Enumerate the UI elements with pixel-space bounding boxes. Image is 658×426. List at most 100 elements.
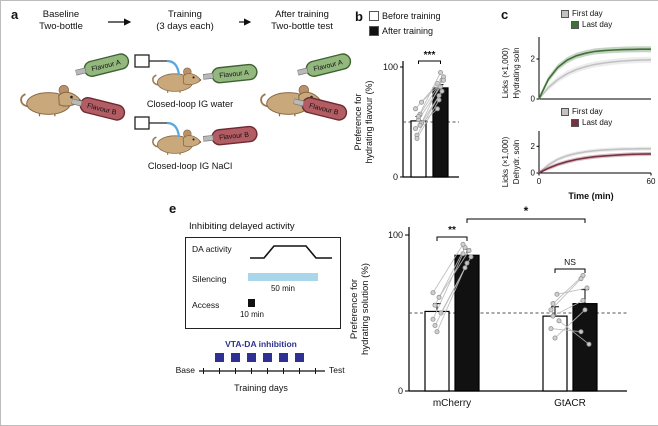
legend-swatch-first-day [561,107,569,116]
da-activity-label: DA activity [192,244,232,254]
stage-baseline-line2: Two-bottle [39,20,83,32]
data-point [552,335,558,341]
stage-baseline-title: Baseline Two-bottle [15,9,107,32]
sig-label: NS [564,257,576,267]
flavour-a-bottle: Flavour A [296,53,352,77]
data-point [580,298,586,304]
training-days-label: Training days [234,383,288,393]
sig-bracket-between [466,218,586,223]
c-bottom-ylabel-licks: Licks (×1,000) [501,136,510,188]
pair-line [550,278,582,311]
stage-training-title: Training (3 days each) [133,9,237,32]
stage-baseline-line1: Baseline [42,9,80,20]
data-point [462,265,468,271]
data-point [430,290,436,296]
inhibition-square [295,353,304,362]
bar [454,254,480,392]
bar [542,315,568,392]
sig-label: ** [448,225,456,236]
bottle-spout [202,73,214,80]
panel-a-illustration [20,18,322,156]
pair-line [415,83,438,110]
da-activity-trace [250,245,332,259]
data-point [578,329,584,335]
y-tick-label: 100 [388,230,403,240]
c-top-ylabel-licks: Licks (×1,000) [501,47,510,99]
closed-loop-nacl-caption: Closed-loop IG NaCl [147,161,233,171]
y-tick-label: 0 [398,386,403,396]
sig-bracket [418,60,441,64]
y-tick-label: 0 [393,172,398,182]
c-top-y-axis-title-line2: Hydrating soln [512,37,521,109]
data-point [413,106,419,112]
pair-line [432,253,464,320]
legend-swatch-first-day [561,9,569,18]
c-top-ylabel-soln: Hydrating soln [512,47,521,99]
data-point [468,254,474,260]
sig-label: *** [424,50,436,61]
y-tick-label: 0 [531,169,536,178]
pair-line [554,309,586,339]
legend-label-before: Before training [382,11,441,21]
timeline-test-label: Test [329,365,345,375]
ig-tube-icon [166,59,181,76]
data-line [538,153,652,174]
flavour-b-bottle: Flavour B [292,97,348,121]
stage-training-line2: (3 days each) [156,20,214,32]
data-point [460,241,466,247]
panel-b-label: b [355,9,363,24]
data-point [466,248,472,254]
data-point [435,106,441,112]
access-tick [248,299,255,307]
data-point [586,341,592,347]
data-point [417,122,423,128]
stage-training-line1: Training [168,9,202,20]
data-point [554,291,560,297]
pair-line [558,320,590,345]
pair-line [556,287,588,295]
mouse-icon [152,67,202,94]
data-point [414,136,420,142]
data-point [436,97,442,103]
inhibition-square [279,353,288,362]
sig-bracket [554,268,586,273]
data-point [434,329,440,335]
x-tick-label: 0 [537,177,542,186]
panel-a: a Baseline Two-bottle Training (3 days e… [9,7,352,199]
legend-swatch-last-day [571,20,579,29]
inhibition-square [263,353,272,362]
y-tick-label: 100 [383,62,398,72]
schematic-title: Inhibiting delayed activity [189,221,295,232]
c-bottom-y-axis-title-line1: Licks (×1,000) [501,131,510,193]
panel-e-chart: Preference for hydrating solution (%) 0 1… [347,199,658,425]
legend-label-after: After training [382,26,434,36]
data-point [419,99,425,105]
data-point [582,307,588,313]
bottle-spout [292,98,305,107]
stage-after-line2: Two-bottle test [271,20,333,32]
legend-item-first-day-top: First day [561,9,603,18]
pair-line [434,267,466,326]
data-point [441,77,447,83]
bottle-label: Flavour B [219,132,250,142]
e-y-axis-title: Preference for hydrating solution (%) [349,223,371,395]
data-point [548,307,554,313]
inhibition-square [247,353,256,362]
controller-box-icon [134,54,150,68]
bottle-spout [74,67,87,76]
error-band [539,46,651,99]
group-label: mCherry [433,398,471,409]
pair-line [550,328,582,333]
pair-line [419,90,443,126]
pair-line [432,244,464,293]
access-duration: 10 min [239,310,264,319]
inhibition-square [215,353,224,362]
sig-label-between: * [524,204,529,218]
e-y-axis-title-line2: hydrating solution (%) [360,263,371,355]
pair-line [416,99,440,139]
panel-b: b Before training After training Prefere… [353,9,475,209]
y-tick-label: 0 [531,95,536,104]
c-top-line-chart: 02 [531,37,652,104]
b-y-axis-title: Preference for hydrating flavour (%) [353,47,374,197]
